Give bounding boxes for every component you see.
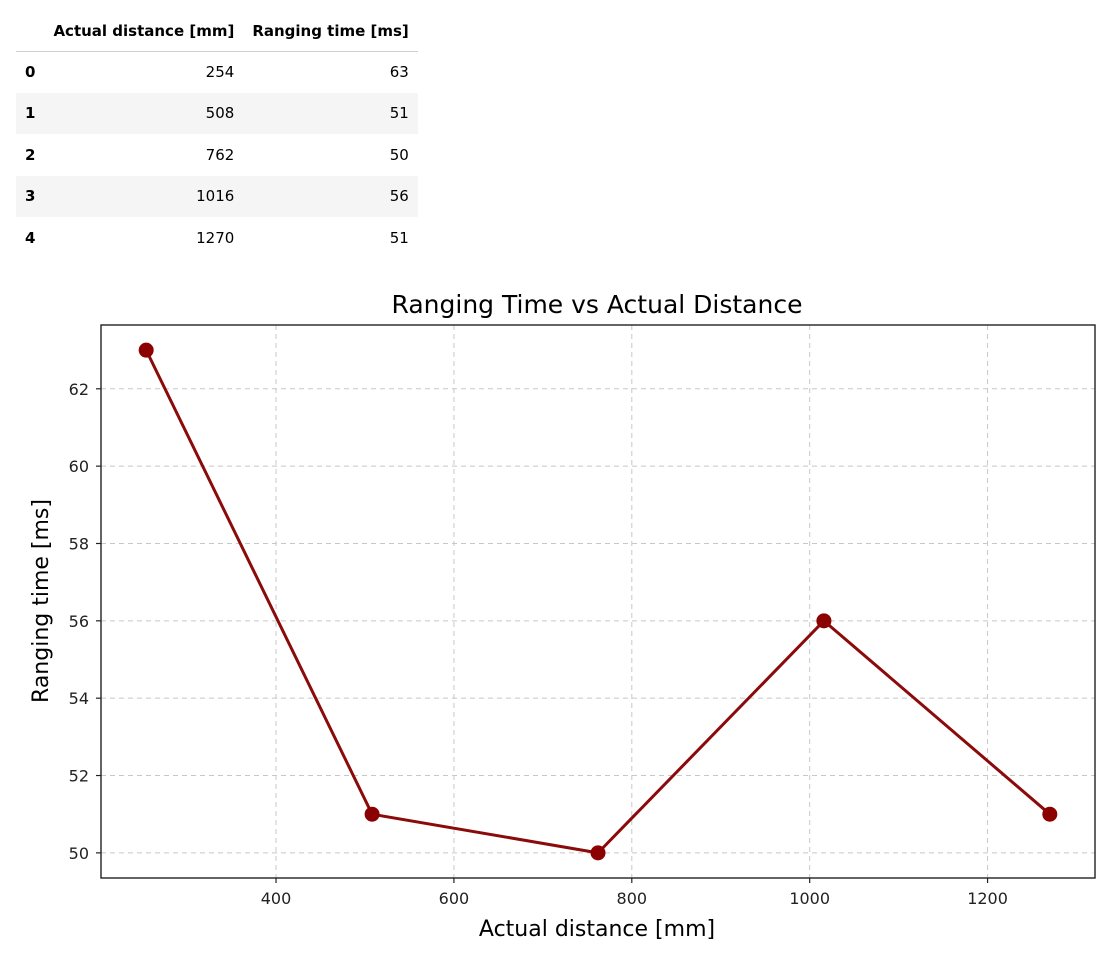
row-index: 3 — [25, 187, 36, 206]
cell-time: 63 — [389, 63, 409, 81]
x-tick-label: 400 — [261, 889, 292, 908]
x-tick-label: 1000 — [789, 889, 830, 908]
chart-title: Ranging Time vs Actual Distance — [392, 290, 803, 319]
table-header-index — [16, 12, 45, 52]
series — [138, 342, 1058, 861]
cell-distance: 254 — [205, 63, 235, 81]
plot-frame — [100, 324, 1096, 879]
data-point — [590, 845, 606, 861]
x-tick-label: 1200 — [967, 889, 1008, 908]
cell-time: 51 — [389, 104, 409, 123]
series-line — [144, 349, 1051, 855]
y-tick-label: 50 — [69, 844, 89, 863]
table-row: 3 1016 56 — [16, 175, 418, 217]
table-header-time: Ranging time [ms] — [243, 12, 418, 52]
table-header-distance: Actual distance [mm] — [44, 12, 244, 52]
table-row: 2 762 50 — [16, 134, 418, 176]
data-point — [364, 806, 380, 822]
x-tick-label: 600 — [439, 889, 470, 908]
y-tick-label: 52 — [69, 767, 89, 786]
cell-distance: 762 — [205, 145, 235, 164]
row-index: 0 — [25, 63, 36, 81]
data-point — [1042, 806, 1058, 822]
table-row: 0 254 63 — [16, 51, 418, 93]
cell-time: 51 — [389, 228, 409, 247]
table-header-row: Actual distance [mm] Ranging time [ms] — [16, 12, 418, 52]
y-tick-label: 58 — [69, 534, 89, 553]
line-chart: 400 600 800 1000 1200 50 52 54 56 58 60 62 Ranging … — [29, 290, 1096, 942]
data-point — [816, 613, 832, 629]
y-tick-label: 62 — [69, 380, 89, 399]
table-row: 1 508 51 — [16, 92, 418, 134]
row-index: 4 — [25, 228, 36, 247]
data-table: Actual distance [mm] Ranging time [ms] 0… — [16, 12, 418, 259]
cell-distance: 508 — [205, 104, 235, 123]
row-index: 2 — [25, 145, 36, 164]
table-row: 4 1270 51 — [16, 217, 418, 259]
cell-time: 56 — [389, 187, 409, 206]
cell-distance: 1270 — [196, 228, 235, 247]
data-point — [138, 342, 154, 358]
axis-ticks: 400 600 800 1000 1200 50 52 54 56 58 60 62 — [69, 380, 1008, 908]
y-tick-label: 56 — [69, 612, 89, 631]
y-axis-label: Ranging time [ms] — [29, 499, 54, 703]
grid — [101, 325, 1095, 878]
cell-time: 50 — [389, 145, 409, 164]
y-tick-label: 54 — [69, 689, 89, 708]
row-index: 1 — [25, 104, 36, 123]
x-tick-label: 800 — [617, 889, 648, 908]
y-tick-label: 60 — [69, 457, 89, 476]
x-axis-label: Actual distance [mm] — [479, 917, 715, 942]
cell-distance: 1016 — [196, 187, 235, 206]
